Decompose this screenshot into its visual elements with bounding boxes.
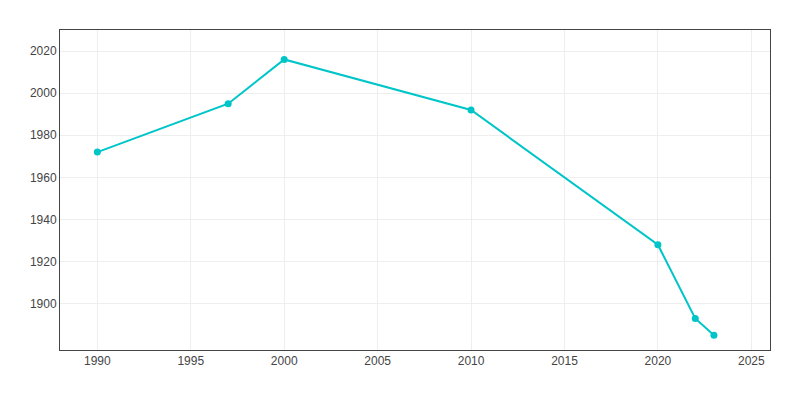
svg-text:1940: 1940	[30, 213, 57, 227]
svg-text:2015: 2015	[551, 354, 578, 368]
svg-text:1960: 1960	[30, 171, 57, 185]
svg-text:2005: 2005	[364, 354, 391, 368]
svg-text:2020: 2020	[645, 354, 672, 368]
svg-text:1980: 1980	[30, 128, 57, 142]
svg-text:2000: 2000	[271, 354, 298, 368]
svg-text:2020: 2020	[30, 44, 57, 58]
svg-text:1995: 1995	[177, 354, 204, 368]
svg-text:2000: 2000	[30, 86, 57, 100]
svg-text:1990: 1990	[84, 354, 111, 368]
svg-text:1900: 1900	[30, 297, 57, 311]
svg-text:2010: 2010	[458, 354, 485, 368]
svg-text:2025: 2025	[738, 354, 765, 368]
svg-text:1920: 1920	[30, 255, 57, 269]
